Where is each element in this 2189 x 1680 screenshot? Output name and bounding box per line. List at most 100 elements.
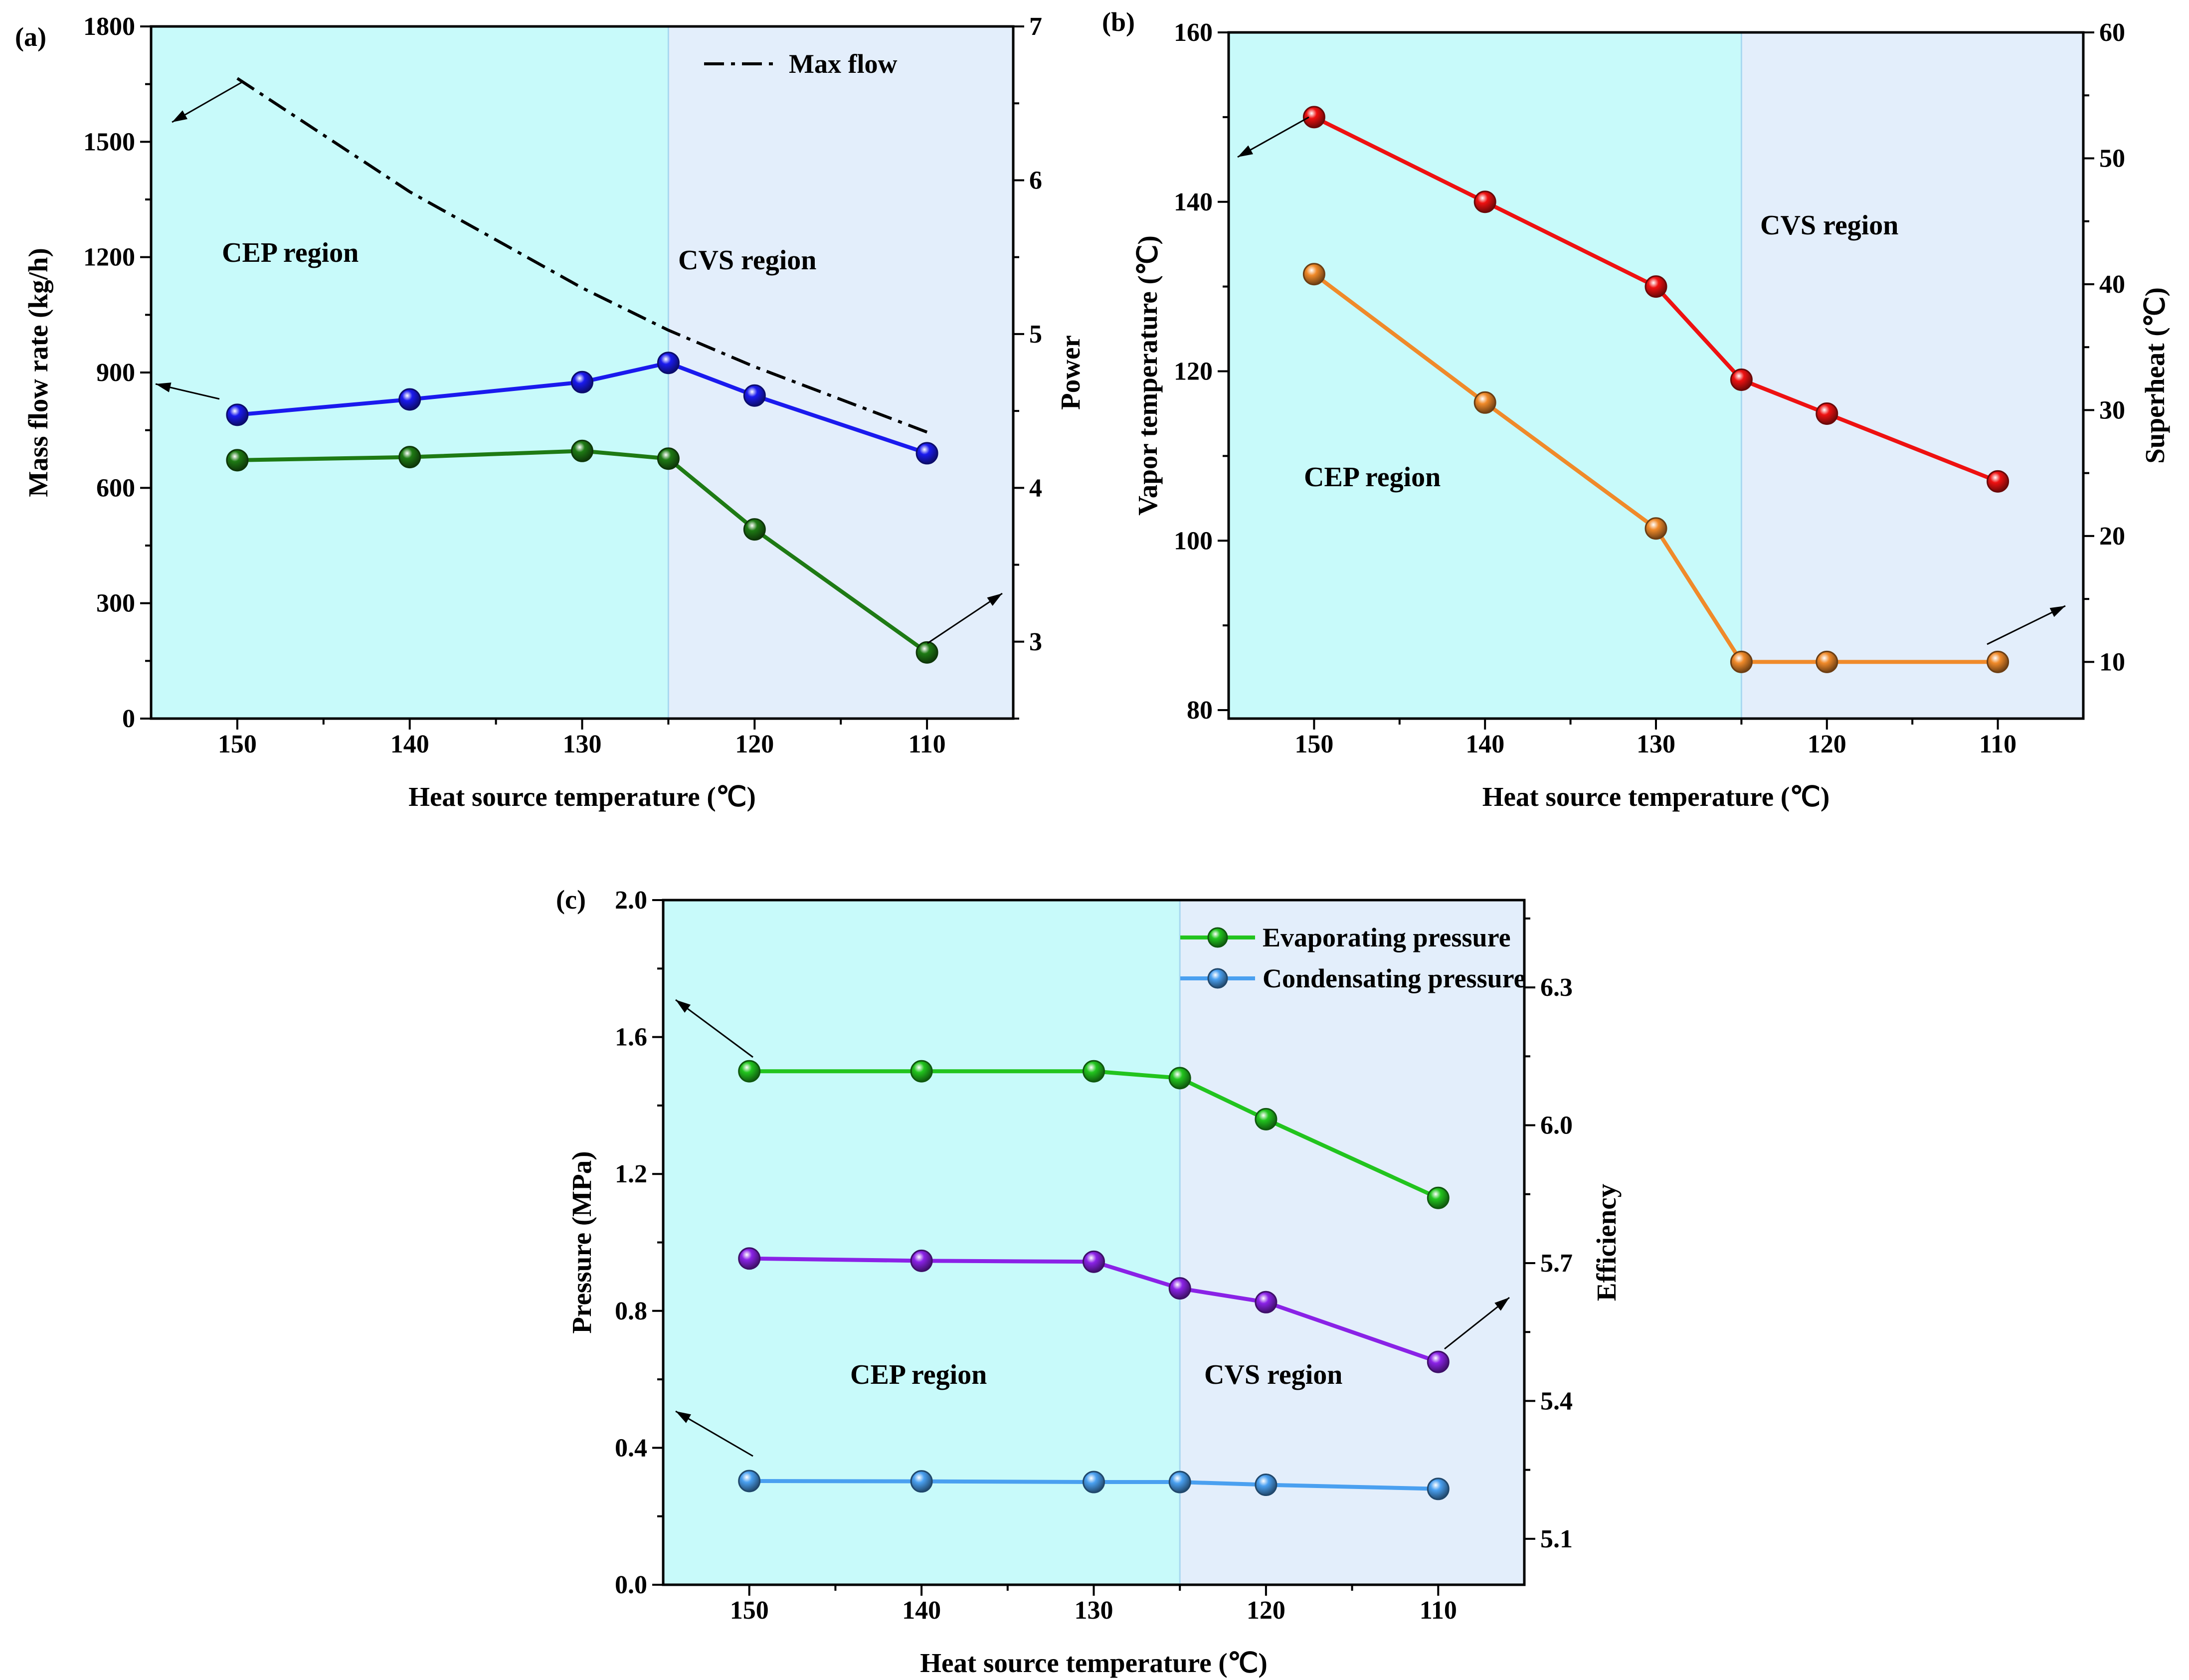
data-point xyxy=(743,384,766,407)
y2-tick-label: 5.4 xyxy=(1540,1387,1573,1415)
data-point xyxy=(1168,1277,1191,1300)
annotation-arrow-head xyxy=(1238,145,1254,157)
data-point xyxy=(1083,1060,1105,1083)
x-tick-label: 140 xyxy=(902,1596,941,1625)
data-point xyxy=(1083,1471,1105,1493)
data-point xyxy=(1730,650,1753,673)
series-line xyxy=(237,361,928,455)
data-point xyxy=(915,442,938,465)
series-line xyxy=(1312,272,1998,664)
data-point xyxy=(910,1470,933,1493)
region-label: CEP region xyxy=(850,1359,987,1390)
y2-tick-label: 5 xyxy=(1029,320,1042,349)
data-point xyxy=(1168,1067,1191,1090)
data-point xyxy=(226,449,249,472)
y-tick-label: 0.4 xyxy=(615,1434,647,1462)
y-tick-label: 120 xyxy=(1174,358,1213,386)
data-point xyxy=(1644,275,1667,298)
data-point xyxy=(1255,1108,1277,1130)
y2-tick-label: 4 xyxy=(1029,474,1042,502)
data-point xyxy=(1473,190,1496,213)
series-line xyxy=(749,1479,1439,1491)
data-point xyxy=(1427,1186,1450,1209)
y-tick-label: 900 xyxy=(96,359,135,387)
y2-tick-label: 3 xyxy=(1029,628,1042,656)
y-tick-label: 80 xyxy=(1187,696,1213,725)
data-point xyxy=(1168,1471,1191,1493)
x-tick-label: 110 xyxy=(909,730,946,758)
data-point xyxy=(1083,1250,1105,1273)
legend-marker xyxy=(1207,968,1228,989)
data-point xyxy=(743,518,766,541)
y-tick-label: 600 xyxy=(96,474,135,502)
x-tick-label: 140 xyxy=(1465,730,1504,758)
x-tick-label: 120 xyxy=(735,730,774,758)
y2-axis-title: Efficiency xyxy=(1591,1184,1622,1301)
data-point xyxy=(1255,1474,1277,1496)
y-tick-label: 1200 xyxy=(83,243,135,272)
panel-c: (c) 150 140 130 120 110 0.0 0.4 0.8 1.2 1.6 2.0 5.1 5… xyxy=(556,885,1622,1678)
data-point xyxy=(571,439,593,462)
region-label: CEP region xyxy=(1304,462,1441,493)
region-label: CVS region xyxy=(678,245,816,276)
data-point xyxy=(398,446,421,469)
y2-tick-label: 50 xyxy=(2099,144,2125,173)
region-label: CVS region xyxy=(1204,1359,1342,1390)
region-label: CEP region xyxy=(222,237,359,268)
region-background xyxy=(1229,32,1742,719)
panel-b: (b) 150 140 130 120 110 80 100 120 140 160 10 20 30 40… xyxy=(1102,7,2170,812)
x-tick-label: 110 xyxy=(1420,1596,1457,1625)
series-line xyxy=(749,1069,1439,1200)
y2-tick-label: 40 xyxy=(2099,270,2125,299)
panel-label: (b) xyxy=(1102,7,1135,37)
y2-tick-label: 6.3 xyxy=(1540,973,1573,1002)
annotation-arrow-line xyxy=(675,999,753,1058)
data-point xyxy=(1644,517,1667,540)
y-tick-label: 300 xyxy=(96,589,135,618)
y2-axis-title: Power xyxy=(1055,335,1086,410)
x-tick-label: 150 xyxy=(730,1596,769,1625)
data-point xyxy=(571,371,593,393)
data-point xyxy=(1427,1350,1450,1373)
data-point xyxy=(910,1060,933,1083)
annotation-arrow-head xyxy=(987,593,1002,606)
data-point xyxy=(398,388,421,411)
y2-axis-title: Superheat (℃) xyxy=(2140,287,2170,464)
data-point xyxy=(1473,391,1496,414)
y-tick-label: 2.0 xyxy=(615,886,647,915)
y-tick-label: 160 xyxy=(1174,18,1213,47)
annotation-arrow-head xyxy=(172,110,188,122)
annotation-arrow-head xyxy=(676,1411,691,1423)
y-tick-label: 1.2 xyxy=(615,1160,647,1188)
x-tick-label: 140 xyxy=(390,730,429,758)
y-tick-label: 1800 xyxy=(83,12,135,41)
data-point xyxy=(1427,1478,1450,1500)
x-tick-label: 130 xyxy=(1075,1596,1113,1625)
annotation-arrow-head xyxy=(2049,606,2065,617)
y2-tick-label: 6 xyxy=(1029,166,1042,194)
series-line xyxy=(1313,115,1999,484)
series-line xyxy=(237,449,928,654)
y2-tick-label: 60 xyxy=(2099,18,2125,47)
data-point xyxy=(1987,650,2009,673)
x-axis-title: Heat source temperature (℃) xyxy=(1482,781,1830,812)
data-point xyxy=(1730,368,1753,391)
annotation-arrow-head xyxy=(156,382,172,392)
data-point xyxy=(657,447,680,470)
data-point xyxy=(738,1470,761,1493)
y2-tick-label: 7 xyxy=(1029,12,1042,41)
panel-a: (a) 150 140 130 120 110 0 300 600 900 1200 1500 1800… xyxy=(15,12,1086,812)
y-axis-title: Mass flow rate (kg/h) xyxy=(23,248,53,497)
legend-marker xyxy=(1207,927,1228,948)
data-point xyxy=(1255,1291,1277,1313)
y-tick-label: 0 xyxy=(122,705,135,733)
data-point xyxy=(910,1249,933,1272)
region-label: CVS region xyxy=(1760,210,1898,241)
x-tick-label: 150 xyxy=(218,730,257,758)
x-tick-label: 120 xyxy=(1247,1596,1285,1625)
y2-tick-label: 5.1 xyxy=(1540,1525,1573,1553)
data-point xyxy=(1302,106,1325,129)
annotation-arrow-head xyxy=(1494,1298,1509,1311)
y2-tick-label: 6.0 xyxy=(1540,1112,1573,1140)
